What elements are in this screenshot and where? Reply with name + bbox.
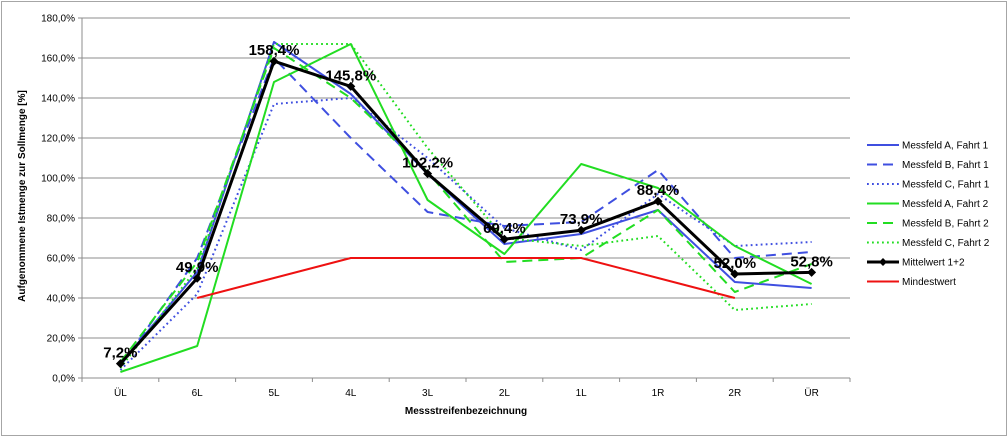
data-point-marker [653,196,663,206]
data-point-marker [346,81,356,91]
data-label: 145,8% [325,67,376,84]
series-lines [115,41,817,373]
series-line-mittelwert-1-2 [119,59,812,365]
series-line-messfeld-c-fahrt-2 [119,43,812,369]
legend-label: Mittelwert 1+2 [902,258,965,269]
legend-label: Messfeld C, Fahrt 1 [902,180,990,191]
x-axis-title: Messstreifenbezeichnung [405,406,527,417]
data-point-marker [576,225,586,235]
gridlines [82,17,850,379]
x-tick-label: 4L [345,388,357,399]
legend-label: Messfeld B, Fahrt 1 [902,160,989,171]
y-axis-title: Aufgenommene Istmenge zur Sollmenge [%] [17,90,28,302]
data-point-marker [423,169,433,179]
data-label: 88,4% [637,182,680,199]
data-label: 102,2% [402,155,453,172]
axes [81,18,850,379]
y-tick-label: 40,0% [47,294,75,305]
series-line-mindestwert [196,257,736,299]
x-tick-label: 5L [268,388,280,399]
data-label: 7,2% [103,345,137,362]
y-tick-label: 20,0% [47,334,75,345]
series-line-messfeld-c-fahrt-1 [119,97,812,371]
y-tick-label: 0,0% [52,374,75,385]
legend-label: Messfeld A, Fahrt 2 [902,199,989,210]
data-label: 73,9% [560,211,603,228]
x-tick-label: ÜR [804,387,818,399]
data-point-marker [499,234,509,244]
x-tick-label: ÜL [114,387,127,399]
data-label: 158,4% [249,42,300,59]
x-tick-label: 6L [192,388,204,399]
data-point-marker [269,56,279,66]
y-axis-ticks: 0,0% 20,0% 40,0% 60,0% 80,0% 100,0% 120,0% 140,… [41,14,82,385]
data-label: 69,4% [483,220,526,237]
series-line-messfeld-b-fahrt-1 [119,57,812,367]
legend-label: Messfeld B, Fahrt 2 [902,219,989,230]
x-axis-ticks: ÜL 6L 5L 4L 3L 2L 1L 1R 2R ÜR [81,378,851,399]
y-tick-label: 120,0% [41,134,75,145]
data-label: 52,8% [790,253,833,270]
x-tick-label: 3L [422,388,434,399]
x-tick-label: 1L [576,388,588,399]
data-point-marker [192,273,202,283]
y-tick-label: 160,0% [41,54,75,65]
y-tick-label: 80,0% [47,214,75,225]
y-tick-label: 60,0% [47,254,75,265]
legend-marker [879,258,887,266]
x-tick-label: 1R [652,388,665,399]
x-tick-label: 2R [728,388,741,399]
data-label: 49,9% [176,259,219,276]
legend: Messfeld A, Fahrt 1 Messfeld B, Fahrt 1 Me… [867,141,990,288]
series-line-messfeld-a-fahrt-2 [120,43,813,373]
series-line-messfeld-b-fahrt-2 [119,47,812,363]
data-point-marker [730,269,740,279]
y-tick-label: 180,0% [41,14,75,25]
x-tick-label: 2L [499,388,511,399]
legend-label: Mindestwert [902,277,956,288]
data-labels: 7,2% 49,9% 158,4% 145,8% 102,2% 69,4% 73,9% 88,… [103,42,833,361]
data-point-marker [807,267,817,277]
y-tick-label: 100,0% [41,174,75,185]
legend-label: Messfeld C, Fahrt 2 [902,238,990,249]
legend-label: Messfeld A, Fahrt 1 [902,141,989,152]
y-tick-label: 140,0% [41,94,75,105]
data-point-marker [115,359,125,369]
data-label: 52,0% [714,255,757,272]
